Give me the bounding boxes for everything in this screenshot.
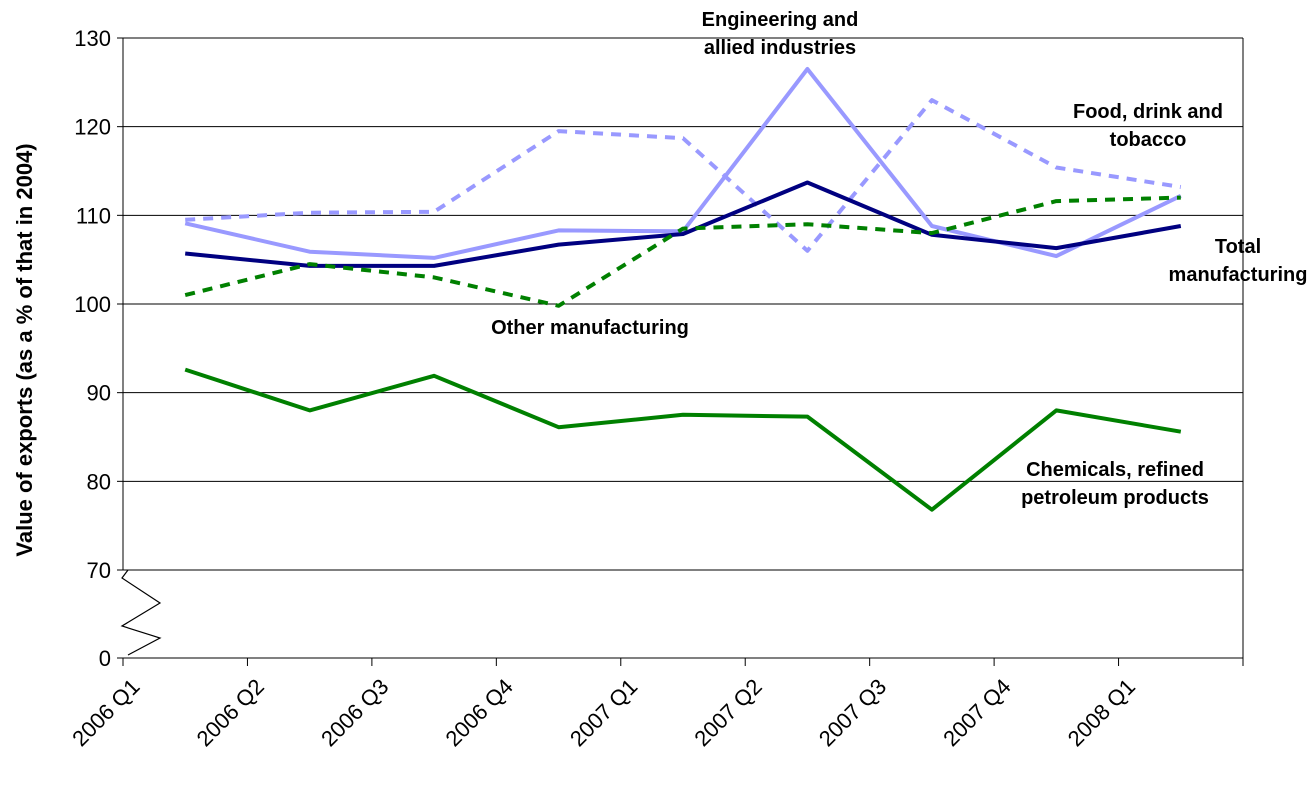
series-label: allied industries xyxy=(704,37,856,59)
data-point xyxy=(434,257,435,258)
y-tick-label: 120 xyxy=(74,115,111,140)
x-tick-label: 2006 Q3 xyxy=(316,674,393,751)
data-point xyxy=(807,250,808,251)
x-tick-label: 2006 Q4 xyxy=(441,674,518,751)
data-point xyxy=(1180,431,1181,432)
data-point xyxy=(309,264,310,265)
series-label: tobacco xyxy=(1110,129,1187,151)
data-point xyxy=(931,509,932,510)
series-lines xyxy=(184,67,1182,512)
data-point xyxy=(558,244,559,245)
series-label: Other manufacturing xyxy=(491,317,689,339)
axes xyxy=(117,37,1244,666)
data-point xyxy=(434,277,435,278)
data-point xyxy=(185,369,186,370)
data-point xyxy=(683,228,684,229)
x-tick-label: 2007 Q4 xyxy=(938,674,1015,751)
axis-break-marker xyxy=(120,569,162,656)
series-label: Total xyxy=(1215,236,1261,258)
y-tick-label: 130 xyxy=(74,26,111,51)
data-point xyxy=(1056,201,1057,202)
y-tick-label: 0 xyxy=(99,646,111,671)
data-point xyxy=(558,131,559,132)
y-tick-labels: 0 70 80 90 100 110 120 130 xyxy=(74,26,111,671)
series-labels: Food, drink and tobacco Engineering and all… xyxy=(491,9,1307,509)
y-tick-label: 90 xyxy=(87,381,111,406)
data-point xyxy=(931,225,932,226)
data-point xyxy=(434,375,435,376)
data-point xyxy=(807,182,808,183)
data-point xyxy=(683,138,684,139)
y-tick-label: 110 xyxy=(76,203,111,228)
series-label: manufacturing xyxy=(1169,264,1308,286)
data-point xyxy=(1180,186,1181,187)
data-point xyxy=(309,212,310,213)
data-point xyxy=(931,100,932,101)
data-point xyxy=(558,305,559,306)
x-tick-labels: 2006 Q1 2006 Q2 2006 Q3 2006 Q4 2007 Q1 2007 … xyxy=(67,674,1140,751)
data-point xyxy=(1056,256,1057,257)
data-point xyxy=(931,233,932,234)
series-line-0 xyxy=(185,98,1182,253)
data-point xyxy=(558,230,559,231)
x-tick-label: 2006 Q1 xyxy=(67,674,144,751)
data-point xyxy=(185,253,186,254)
data-point xyxy=(1056,410,1057,411)
y-tick-label: 70 xyxy=(87,558,111,583)
series-label: Food, drink and xyxy=(1073,101,1223,123)
data-point xyxy=(807,416,808,417)
series-line-4 xyxy=(184,367,1182,512)
series-label: Engineering and xyxy=(702,9,859,31)
data-point xyxy=(683,233,684,234)
data-point xyxy=(807,69,808,70)
series-line-2 xyxy=(185,180,1182,268)
series-label: Chemicals, refined xyxy=(1026,459,1204,481)
data-point xyxy=(309,410,310,411)
x-tick-label: 2007 Q1 xyxy=(565,674,642,751)
data-point xyxy=(1056,167,1057,168)
data-point xyxy=(1180,197,1181,198)
series-label: petroleum products xyxy=(1021,487,1209,509)
data-point xyxy=(185,219,186,220)
x-tick-label: 2006 Q2 xyxy=(192,674,269,751)
data-point xyxy=(309,251,310,252)
data-point xyxy=(434,265,435,266)
data-point xyxy=(683,414,684,415)
series-line-3 xyxy=(184,195,1181,308)
data-point xyxy=(807,224,808,225)
data-point xyxy=(185,223,186,224)
y-tick-label: 80 xyxy=(87,469,111,494)
x-tick-label: 2007 Q3 xyxy=(814,674,891,751)
data-point xyxy=(1056,248,1057,249)
data-point xyxy=(1180,225,1181,226)
data-point xyxy=(434,211,435,212)
data-point xyxy=(558,427,559,428)
x-tick-label: 2007 Q2 xyxy=(689,674,766,751)
x-tick-label: 2008 Q1 xyxy=(1063,674,1140,751)
series-line-1 xyxy=(184,67,1182,260)
data-point xyxy=(185,295,186,296)
gridlines xyxy=(123,37,1244,658)
y-tick-label: 100 xyxy=(74,292,111,317)
y-axis-label: Value of exports (as a % of that in 2004… xyxy=(12,143,37,556)
